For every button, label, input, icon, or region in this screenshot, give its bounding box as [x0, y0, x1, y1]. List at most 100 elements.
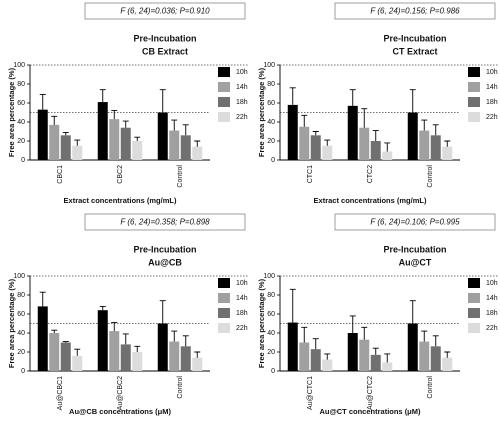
y-tick-label: 40 — [17, 119, 25, 126]
error-bar — [51, 115, 58, 125]
error-bar — [421, 119, 428, 131]
legend-label: 22h — [236, 325, 248, 332]
bar — [382, 362, 393, 371]
legend-swatch — [468, 112, 480, 122]
bar — [347, 105, 358, 160]
y-tick-label: 100 — [13, 62, 25, 69]
bar — [347, 333, 358, 371]
error-bar — [421, 330, 428, 342]
error-bar — [39, 94, 46, 110]
legend-label: 10h — [486, 280, 498, 287]
bar — [169, 341, 180, 371]
legend-swatch — [218, 112, 230, 122]
bar — [97, 310, 108, 371]
legend-swatch — [218, 82, 230, 92]
stat-text: F (6, 24)=0.036; P=0.910 — [120, 7, 210, 16]
legend-swatch — [468, 97, 480, 107]
bar — [419, 130, 430, 160]
y-tick-label: 60 — [17, 311, 25, 318]
legend-swatch — [218, 67, 230, 77]
legend-swatch — [468, 293, 480, 303]
bar — [49, 124, 60, 160]
error-bar — [372, 130, 379, 141]
error-bar — [324, 353, 331, 360]
bar — [287, 322, 298, 371]
panel-title: Pre-Incubation — [383, 244, 446, 254]
bar — [72, 355, 83, 371]
error-bar — [111, 322, 118, 332]
stat-text: F (6, 24)=0.358; P=0.898 — [120, 218, 210, 227]
error-bar — [432, 124, 439, 136]
panel-title: Pre-Incubation — [133, 244, 196, 254]
bar — [287, 104, 298, 160]
bar — [157, 323, 168, 371]
panel: F (6, 24)=0.156; P=0.986 Pre-Incubation CT… — [257, 2, 498, 205]
x-axis-label: Au@CT concentrations (μM) — [319, 407, 421, 416]
y-axis-label: Free area percentage (%) — [7, 67, 16, 157]
panel: F (6, 24)=0.106; P=0.995 Pre-Incubation Au… — [257, 213, 498, 416]
bar — [109, 331, 120, 371]
legend-label: 18h — [486, 310, 498, 317]
stat-text: F (6, 24)=0.156; P=0.986 — [370, 7, 460, 16]
error-bar — [409, 300, 416, 324]
legend-swatch — [218, 308, 230, 318]
y-tick-label: 0 — [271, 157, 275, 164]
y-tick-label: 40 — [267, 330, 275, 337]
y-tick-label: 20 — [17, 138, 25, 145]
error-bar — [432, 335, 439, 347]
x-tick-label: CTC2 — [367, 165, 374, 183]
stat-box — [84, 213, 246, 231]
error-bar — [182, 124, 189, 136]
legend-swatch — [218, 97, 230, 107]
bar — [132, 141, 143, 160]
error-bar — [409, 89, 416, 113]
x-tick-label: CBC1 — [57, 165, 64, 184]
error-bar — [171, 330, 178, 342]
y-tick-label: 20 — [17, 349, 25, 356]
y-tick-label: 60 — [17, 100, 25, 107]
x-tick-label: Control — [177, 376, 184, 399]
legend-swatch — [468, 82, 480, 92]
y-tick-label: 40 — [17, 330, 25, 337]
error-bar — [74, 348, 81, 356]
bar — [370, 354, 381, 371]
y-tick-label: 80 — [17, 81, 25, 88]
legend-label: 18h — [486, 99, 498, 106]
bar — [442, 357, 453, 371]
error-bar — [312, 338, 319, 350]
panel-title: Pre-Incubation — [133, 33, 196, 43]
error-bar — [384, 353, 391, 363]
error-bar — [361, 326, 368, 340]
bar — [49, 333, 60, 371]
error-bar — [122, 120, 129, 128]
bar — [407, 323, 418, 371]
bar — [322, 359, 333, 371]
error-bar — [384, 142, 391, 152]
x-tick-label: Au@CBC1 — [57, 376, 64, 410]
legend-label: 18h — [236, 310, 248, 317]
bar — [299, 126, 310, 160]
error-bar — [182, 335, 189, 347]
legend-label: 18h — [236, 99, 248, 106]
error-bar — [349, 315, 356, 333]
bar — [192, 146, 203, 160]
error-bar — [194, 140, 201, 147]
bar — [359, 339, 370, 371]
legend-swatch — [218, 293, 230, 303]
error-bar — [444, 351, 451, 358]
stat-box — [84, 2, 246, 20]
bar — [382, 151, 393, 160]
bar — [442, 146, 453, 160]
panel: F (6, 24)=0.036; P=0.910 Pre-Incubation CB… — [7, 2, 248, 205]
bar — [37, 109, 48, 160]
bar — [180, 135, 191, 160]
bar — [419, 341, 430, 371]
x-axis-label: Au@CB concentrations (μM) — [69, 407, 171, 416]
error-bar — [289, 87, 296, 105]
x-axis-label: Extract concentrations (mg/mL) — [314, 196, 427, 205]
bar — [109, 119, 120, 160]
panel: F (6, 24)=0.358; P=0.898 Pre-Incubation Au… — [7, 213, 248, 416]
bar — [370, 141, 381, 160]
error-bar — [324, 139, 331, 146]
